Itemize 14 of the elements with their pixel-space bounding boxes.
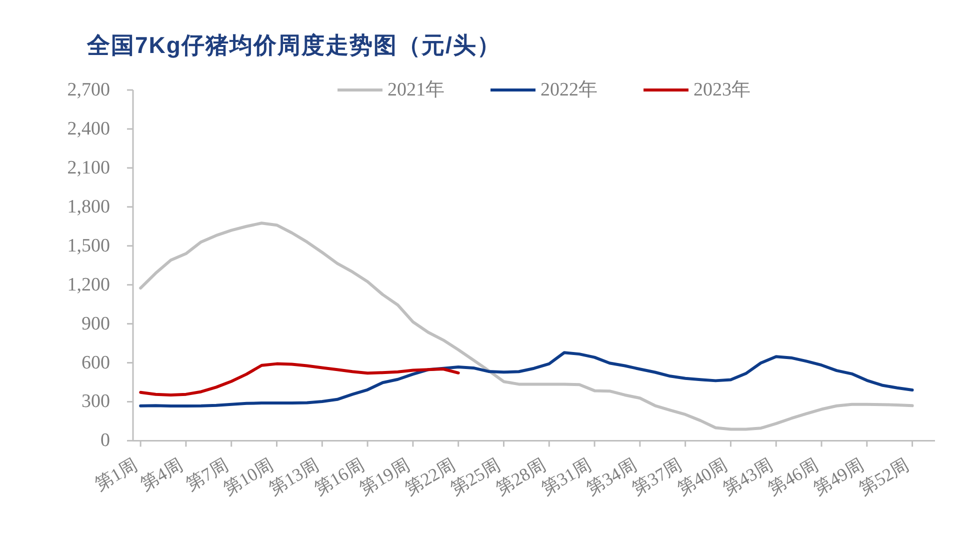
y-tick-label: 2,100: [67, 157, 110, 178]
y-tick-label: 2,700: [67, 80, 110, 100]
y-tick-label: 600: [82, 352, 110, 374]
y-tick-label: 1,200: [67, 274, 110, 296]
legend-label: 2021年: [388, 80, 444, 100]
y-tick-label: 0: [100, 430, 110, 452]
y-tick-label: 900: [82, 313, 110, 334]
y-tick-label: 1,500: [67, 235, 110, 256]
y-tick-label: 1,800: [67, 196, 110, 218]
legend-label: 2022年: [540, 80, 598, 100]
title: 全国7Kg仔猪均价周度走势图（元/头）: [87, 32, 501, 58]
legend-label: 2023年: [694, 80, 750, 100]
y-tick-label: 300: [82, 391, 110, 412]
y-tick-label: 2,400: [67, 118, 110, 140]
